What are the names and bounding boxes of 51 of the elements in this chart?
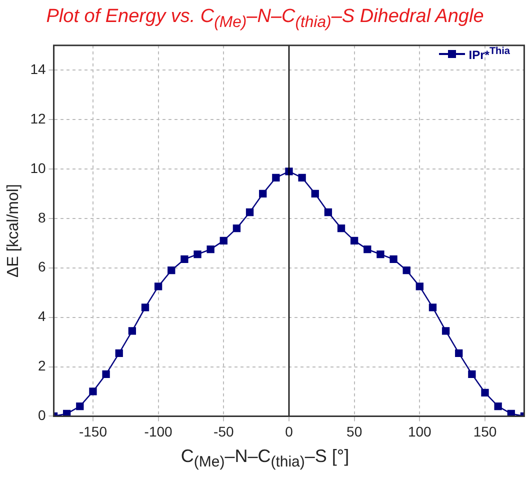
point bbox=[416, 282, 424, 290]
point bbox=[180, 255, 188, 264]
point bbox=[337, 224, 346, 232]
point bbox=[206, 246, 214, 254]
point bbox=[311, 190, 319, 198]
point bbox=[428, 304, 437, 312]
point bbox=[364, 246, 372, 254]
x-tick-label: 0 bbox=[285, 423, 294, 440]
point bbox=[194, 250, 202, 258]
point bbox=[390, 255, 398, 264]
point bbox=[154, 282, 162, 290]
y-tick-label: 8 bbox=[38, 209, 46, 226]
point bbox=[494, 402, 502, 410]
point bbox=[168, 266, 176, 274]
point bbox=[89, 388, 97, 396]
point bbox=[115, 349, 123, 357]
y-tick-label: 10 bbox=[30, 160, 46, 176]
x-tick-label: 150 bbox=[473, 423, 497, 440]
point bbox=[455, 349, 463, 357]
x-tick-label: 50 bbox=[346, 423, 362, 440]
point bbox=[298, 174, 306, 182]
point bbox=[468, 370, 476, 378]
point bbox=[102, 370, 110, 378]
y-tick-label: 12 bbox=[30, 110, 46, 126]
point bbox=[220, 236, 228, 245]
y-tick-label: 2 bbox=[38, 358, 46, 374]
x-tick-label: -100 bbox=[144, 423, 173, 440]
chart-title: Plot of Energy vs. C$_{(Me)}$–N–C$_{(thia)}$–S Dihedral Angle bbox=[45, 5, 485, 33]
x-tick-label: -150 bbox=[78, 423, 108, 440]
point bbox=[324, 208, 332, 216]
y-tick-label: 4 bbox=[38, 308, 46, 324]
y-axis-title: ΔE [kcal/mol] bbox=[5, 184, 22, 278]
point bbox=[272, 174, 280, 182]
point bbox=[128, 327, 136, 335]
point bbox=[141, 304, 150, 312]
point bbox=[76, 402, 84, 410]
point bbox=[350, 236, 358, 245]
point bbox=[442, 327, 450, 335]
y-tick-label: 6 bbox=[38, 258, 46, 275]
point bbox=[481, 388, 489, 397]
y-tick-label: 14 bbox=[30, 60, 46, 77]
point bbox=[402, 266, 410, 274]
point bbox=[232, 224, 241, 232]
x-axis-title: C$_{(Me)}$–N–C$_{(thia)}$–S [°] bbox=[180, 446, 350, 471]
point bbox=[246, 208, 254, 216]
point bbox=[376, 250, 384, 258]
point bbox=[259, 190, 267, 198]
x-tick-label: 100 bbox=[408, 423, 432, 440]
y-tick-label: 0 bbox=[38, 407, 46, 424]
x-tick-label: -50 bbox=[214, 423, 234, 440]
legend-label: IPr*$^{Thia}$ bbox=[468, 46, 510, 62]
